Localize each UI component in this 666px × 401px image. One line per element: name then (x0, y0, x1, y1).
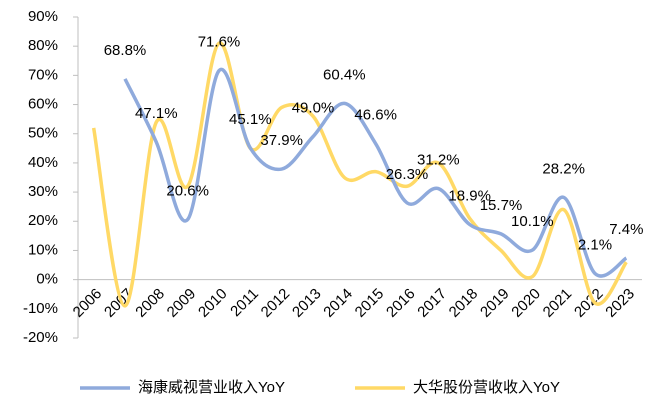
data-label: 15.7% (480, 197, 523, 214)
y-tick-label: -10% (23, 300, 58, 317)
x-tick-label: 2012 (258, 285, 294, 321)
legend-label: 大华股份营收收入YoY (413, 379, 560, 396)
data-label: 2.1% (578, 236, 612, 253)
x-tick-label: 2018 (446, 285, 482, 321)
data-label: 60.4% (323, 66, 366, 83)
data-label: 47.1% (135, 105, 178, 122)
data-label: 45.1% (229, 111, 272, 128)
data-label: 20.6% (166, 182, 209, 199)
y-tick-label: 60% (28, 96, 58, 113)
x-tick-label: 2016 (383, 285, 419, 321)
data-label: 28.2% (542, 160, 585, 177)
legend-label: 海康威视营业收入YoY (138, 379, 285, 396)
x-tick-label: 2009 (164, 285, 200, 321)
y-tick-label: 20% (28, 212, 58, 229)
data-label: 46.6% (354, 107, 397, 124)
data-label: 49.0% (292, 100, 335, 117)
y-tick-label: 90% (28, 8, 58, 25)
y-tick-label: 70% (28, 66, 58, 83)
x-tick-label: 2006 (70, 285, 106, 321)
data-label: 71.6% (198, 34, 241, 51)
y-tick-label: 80% (28, 37, 58, 54)
data-label: 18.9% (448, 187, 491, 204)
data-label: 7.4% (609, 221, 643, 238)
x-tick-label: 2020 (508, 285, 544, 321)
x-tick-label: 2014 (320, 285, 356, 321)
x-tick-label: 2015 (352, 285, 388, 321)
x-tick-label: 2017 (414, 285, 450, 321)
x-tick-label: 2011 (227, 285, 262, 320)
x-tick-label: 2021 (540, 285, 576, 321)
data-label: 37.9% (260, 132, 303, 149)
x-tick-label: 2013 (289, 285, 325, 321)
y-tick-label: 40% (28, 154, 58, 171)
series-line (91, 41, 628, 308)
data-label: 10.1% (511, 213, 554, 230)
y-tick-label: 0% (36, 271, 58, 288)
x-tick-label: 2019 (477, 285, 513, 321)
data-label: 26.3% (386, 166, 429, 183)
data-label: 31.2% (417, 152, 460, 169)
x-tick-label: 2010 (195, 285, 231, 321)
y-tick-label: 10% (28, 241, 58, 258)
x-tick-label: 2008 (132, 285, 168, 321)
data-label: 68.8% (104, 42, 147, 59)
series-line (123, 67, 628, 278)
y-tick-label: -20% (23, 329, 58, 346)
y-tick-label: 30% (28, 183, 58, 200)
x-tick-label: 2023 (602, 285, 638, 321)
y-tick-label: 50% (28, 125, 58, 142)
